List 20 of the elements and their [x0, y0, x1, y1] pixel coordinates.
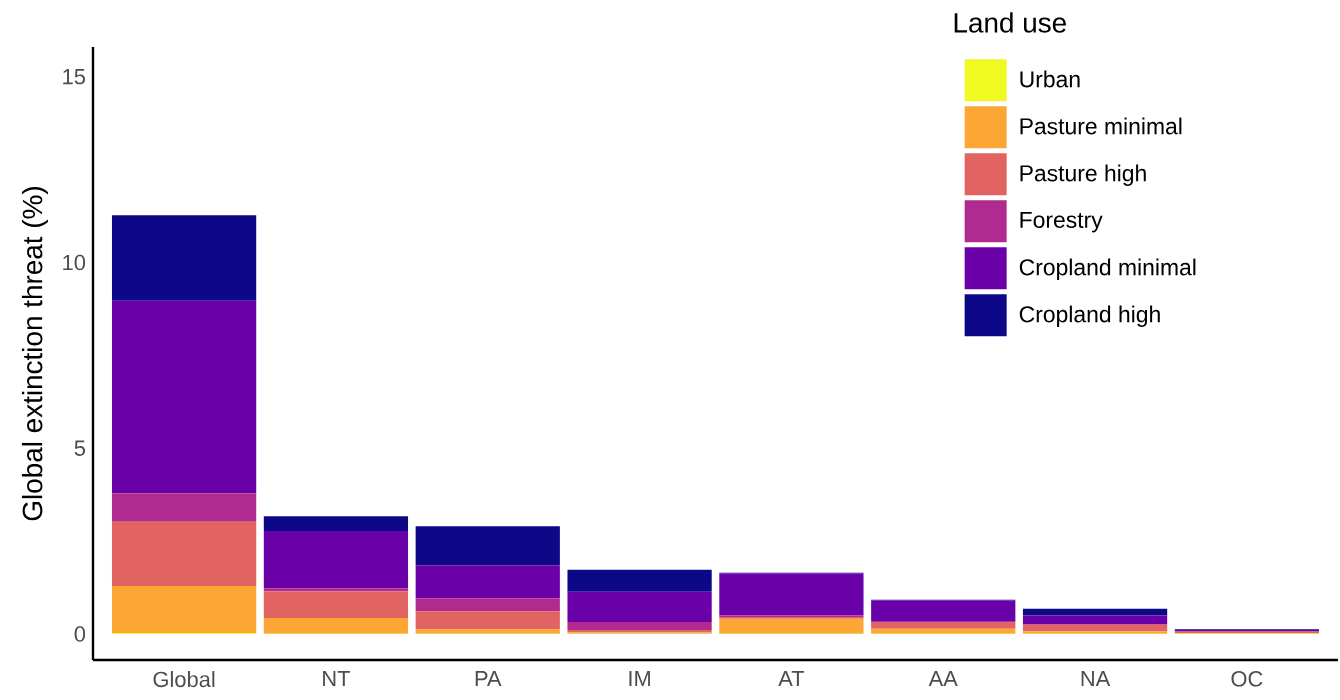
legend-label: Cropland minimal [1019, 258, 1196, 280]
x-tick-label: AT [778, 671, 805, 687]
legend-title: Land use [954, 12, 1066, 33]
y-tick-label: 10 [63, 254, 86, 271]
legend-label: Pasture minimal [1020, 117, 1182, 135]
x-tick-label: Global [153, 671, 215, 688]
x-tick-label: IM [629, 671, 650, 687]
legend-label: Urban [1020, 70, 1080, 88]
legend-label: Forestry [1020, 211, 1103, 233]
y-tick-label: 0 [74, 626, 86, 642]
legend-label: Cropland high [1019, 305, 1160, 327]
x-tick-label: AA [928, 671, 958, 687]
legend-label: Pasture high [1020, 164, 1146, 186]
x-tick-label: PA [475, 671, 502, 687]
y-axis-title: Global extinction threat (%) [21, 187, 48, 521]
y-tick-label: 15 [63, 69, 86, 85]
x-tick-label: NA [1081, 671, 1111, 687]
x-tick-label: NT [323, 671, 351, 687]
x-tick-label: OC [1231, 671, 1263, 687]
y-tick-label: 5 [74, 440, 86, 456]
